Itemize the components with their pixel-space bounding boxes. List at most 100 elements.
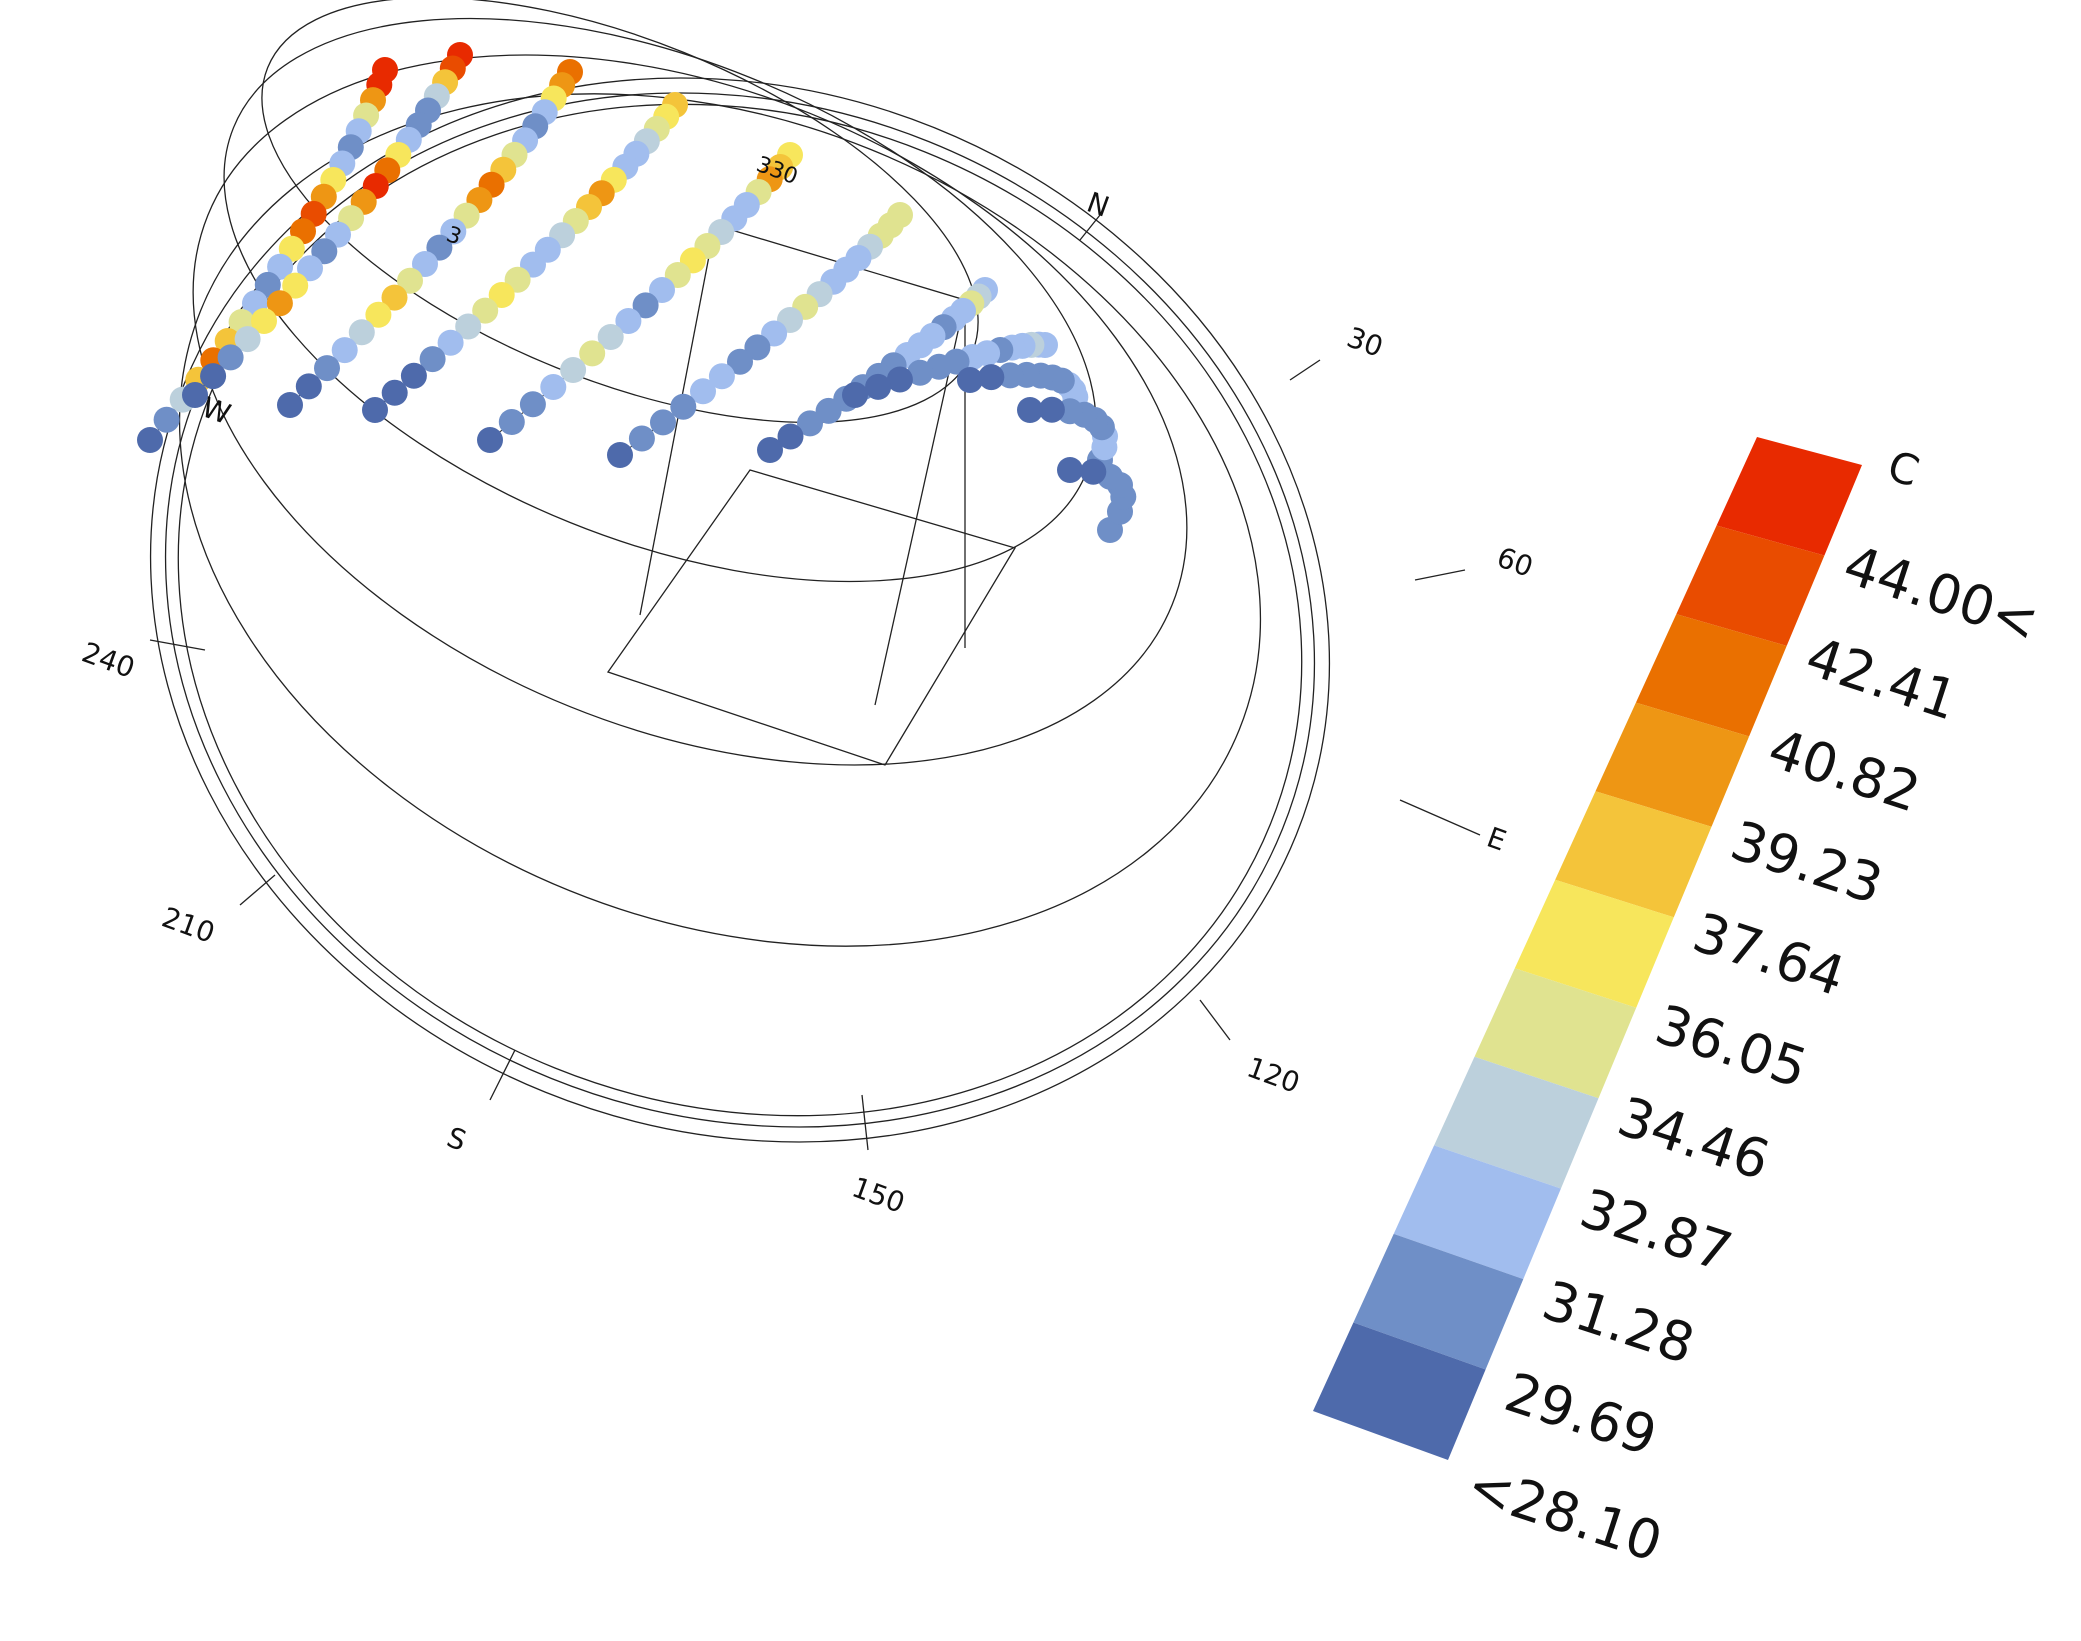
- legend-tick-label: 29.69: [1498, 1360, 1664, 1468]
- sun-position-point: [282, 272, 309, 299]
- sun-position-point: [632, 292, 659, 319]
- compass-label-S: S: [443, 1121, 471, 1158]
- altitude-ring-2: [192, 54, 1188, 766]
- sun-position-point: [477, 427, 503, 453]
- sun-path-series-11: [1057, 457, 1137, 543]
- legend-color-band: [1514, 879, 1674, 1008]
- sun-position-point: [727, 348, 753, 375]
- tick-E: [1399, 799, 1481, 836]
- legend-tick-label: 39.23: [1723, 809, 1889, 917]
- sun-position-point: [311, 238, 338, 265]
- sun-position-point: [137, 427, 163, 453]
- compass-label-150: 150: [848, 1171, 910, 1220]
- sun-position-point: [886, 366, 913, 393]
- sun-position-point: [1057, 457, 1083, 483]
- legend-color-band: [1353, 1233, 1524, 1370]
- sun-position-point: [1038, 396, 1065, 423]
- sun-position-point: [540, 374, 567, 400]
- tick-210: [239, 874, 276, 906]
- reference-box-edge-1: [714, 224, 966, 706]
- legend-color-band: [1716, 437, 1862, 556]
- sun-position-point: [381, 284, 408, 311]
- sun-position-point: [1017, 397, 1043, 423]
- temperature-legend: C 44.00<42.4140.8239.2337.6436.0534.4632.…: [1313, 437, 2046, 1574]
- sun-position-point: [217, 344, 244, 371]
- sun-path-series-2: [182, 42, 473, 408]
- sun-position-point: [472, 297, 499, 324]
- legend-color-band: [1635, 614, 1787, 737]
- sun-position-point: [777, 423, 804, 450]
- sun-position-point: [365, 301, 392, 328]
- compass-label-N: N: [1083, 186, 1114, 224]
- sun-position-point: [978, 364, 1005, 391]
- sun-path-series-6: [607, 202, 913, 468]
- sun-position-point: [628, 425, 655, 452]
- tick-120: [1199, 999, 1231, 1041]
- altitude-ring-1: [178, 93, 1262, 947]
- reference-box-base: [606, 469, 1016, 766]
- compass-label-30: 30: [1343, 321, 1388, 364]
- sun-position-point: [670, 393, 697, 420]
- sun-position-point: [708, 363, 735, 390]
- sun-position-point: [649, 277, 675, 303]
- sun-position-point: [1080, 458, 1107, 485]
- sun-position-point: [400, 362, 427, 389]
- legend-tick-label: <28.10: [1460, 1452, 1670, 1574]
- dome-wireframe: [149, 0, 1481, 1151]
- sun-position-point: [381, 379, 408, 406]
- compass-label-60: 60: [1493, 541, 1538, 584]
- sun-position-point: [579, 340, 606, 367]
- sun-position-point: [251, 308, 277, 334]
- compass-label-E: E: [1483, 821, 1511, 858]
- sun-position-point: [615, 308, 642, 334]
- sun-position-point: [331, 337, 358, 364]
- sun-position-point: [200, 363, 227, 390]
- sun-path-series-1: [137, 57, 398, 453]
- sun-position-point: [297, 255, 323, 282]
- sun-position-point: [757, 437, 783, 463]
- legend-tick-label: 42.41: [1799, 625, 1965, 733]
- sun-position-point: [412, 251, 438, 277]
- sun-position-point: [690, 378, 716, 405]
- tick-150: [861, 1094, 869, 1151]
- compass-label-210: 210: [158, 901, 220, 950]
- sun-position-point: [295, 373, 322, 400]
- tick-240: [149, 639, 206, 651]
- sun-position-point: [455, 313, 482, 340]
- legend-color-band: [1313, 1322, 1486, 1460]
- compass-label-120: 120: [1243, 1051, 1305, 1100]
- sun-position-point: [607, 442, 633, 468]
- sun-position-point: [437, 329, 464, 356]
- sun-position-point: [277, 392, 303, 418]
- sun-position-point: [560, 357, 587, 383]
- compass-label-240: 240: [78, 636, 140, 685]
- sun-position-point: [597, 324, 624, 350]
- sun-position-point: [815, 397, 842, 424]
- sun-position-point: [314, 355, 340, 382]
- sun-position-point: [266, 290, 293, 317]
- sun-position-point: [362, 397, 388, 423]
- reference-box-edge-2: [639, 224, 716, 616]
- legend-tick-label: 34.46: [1610, 1085, 1776, 1193]
- sun-position-point: [488, 282, 515, 308]
- legend-tick-label: 36.05: [1648, 993, 1814, 1101]
- sun-position-point: [744, 334, 771, 361]
- legend-tick-label: 32.87: [1573, 1177, 1739, 1285]
- sun-position-point: [865, 373, 892, 400]
- legend-color-band: [1676, 525, 1825, 646]
- compass-ring-3: [177, 103, 1303, 1117]
- legend-tick-label: 44.00<: [1836, 533, 2046, 655]
- legend-tick-label: 37.64: [1686, 901, 1852, 1009]
- legend-color-band: [1434, 1056, 1599, 1189]
- sun-path-series-8: [842, 331, 1058, 408]
- sun-position-point: [234, 326, 261, 353]
- sun-path-series-3: [277, 59, 583, 418]
- sun-position-point: [419, 346, 446, 373]
- sun-position-point: [519, 391, 546, 418]
- sun-paths-layer: [137, 42, 1137, 543]
- sun-position-point: [267, 253, 294, 280]
- sun-position-point: [397, 267, 423, 294]
- legend-color-band: [1474, 968, 1637, 1099]
- legend-color-band: [1555, 791, 1712, 918]
